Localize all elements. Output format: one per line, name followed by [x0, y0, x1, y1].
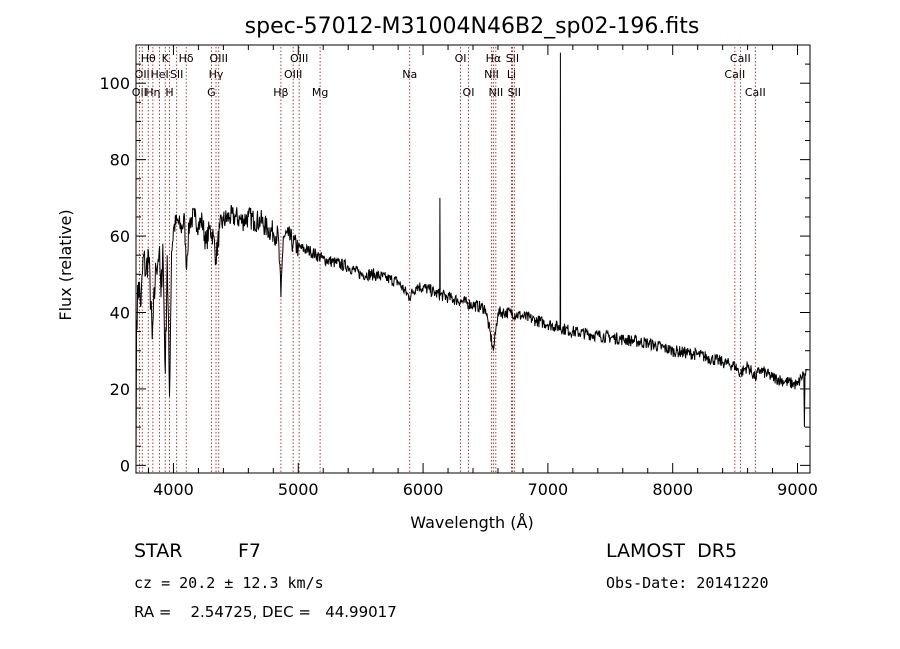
- object-subclass: F7: [238, 540, 262, 562]
- line-marker-label: Hβ: [273, 86, 288, 99]
- line-marker-label: OII: [135, 68, 150, 81]
- y-axis-label: Flux (relative): [56, 209, 75, 320]
- line-marker-label: Hγ: [209, 68, 224, 81]
- line-marker-label: OI: [455, 52, 467, 65]
- chart-title: spec-57012-M31004N46B2_sp02-196.fits: [245, 14, 700, 39]
- line-marker-label: OIII: [284, 68, 302, 81]
- x-tick-label: 6000: [403, 480, 444, 499]
- line-marker-label: HeI: [150, 68, 168, 81]
- y-tick-label: 20: [110, 380, 130, 399]
- line-marker-label: CaII: [730, 52, 751, 65]
- y-tick-label: 80: [110, 151, 130, 170]
- line-marker-label: CaII: [745, 86, 766, 99]
- x-tick-label: 7000: [528, 480, 569, 499]
- line-marker-label: Hδ: [179, 52, 194, 65]
- x-tick-label: 9000: [777, 480, 818, 499]
- y-tick-label: 60: [110, 227, 130, 246]
- line-marker-label: OIII: [290, 52, 308, 65]
- line-marker-label: NII: [488, 86, 503, 99]
- line-marker-label: H: [165, 86, 173, 99]
- line-marker-label: SII: [506, 52, 519, 65]
- x-tick-label: 8000: [652, 480, 693, 499]
- object-class: STAR: [134, 540, 183, 562]
- x-axis-label: Wavelength (Å): [410, 513, 533, 532]
- redshift-cz: cz = 20.2 ± 12.3 km/s: [134, 574, 324, 592]
- y-tick-label: 0: [120, 456, 130, 475]
- line-marker-label: Mg: [312, 86, 328, 99]
- x-tick-label: 4000: [153, 480, 194, 499]
- y-tick-label: 100: [99, 74, 130, 93]
- line-marker-label: Na: [402, 68, 417, 81]
- line-marker-label: OI: [463, 86, 475, 99]
- line-marker-label: NII: [484, 68, 499, 81]
- plot-frame: [135, 44, 811, 474]
- spectrum-series-line: [135, 52, 808, 466]
- line-marker-label: SII: [508, 86, 521, 99]
- line-marker-label: G: [207, 86, 216, 99]
- survey-label: LAMOST DR5: [606, 540, 738, 562]
- ra-dec-coordinates: RA = 2.54725, DEC = 44.99017: [134, 603, 397, 621]
- line-marker-label: Hη: [145, 86, 160, 99]
- line-marker-label: Li: [507, 68, 516, 81]
- x-tick-label: 5000: [278, 480, 319, 499]
- y-tick-label: 40: [110, 304, 130, 323]
- line-marker-label: OIII: [210, 52, 228, 65]
- line-marker-label: SII: [170, 68, 183, 81]
- line-marker-label: CaII: [724, 68, 745, 81]
- line-marker-label: K: [162, 52, 170, 65]
- observation-date: Obs-Date: 20141220: [606, 574, 769, 592]
- line-marker-label: Hθ: [141, 52, 156, 65]
- line-marker-label: Hα: [486, 52, 502, 65]
